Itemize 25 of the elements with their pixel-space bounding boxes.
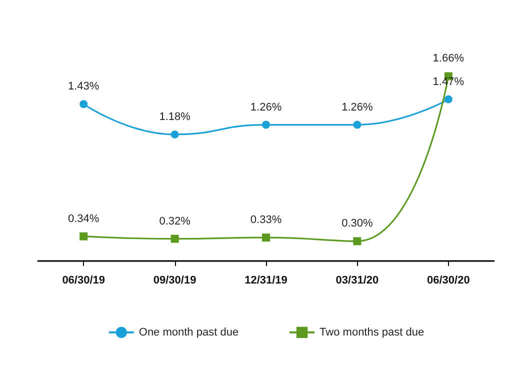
legend-label: One month past due: [138, 326, 239, 338]
x-tick-label: 12/31/19: [244, 274, 288, 286]
data-label: 0.34%: [68, 212, 100, 225]
x-tick-label: 06/30/20: [426, 274, 470, 286]
legend-label: Two months past due: [320, 326, 424, 338]
point: [444, 95, 452, 104]
data-label: 1.43%: [68, 80, 100, 93]
data-label: 1.18%: [159, 110, 191, 123]
data-label: 0.33%: [250, 214, 282, 226]
x-tick-label: 03/31/20: [336, 274, 379, 286]
data-label: 0.32%: [159, 215, 191, 228]
data-label: 0.30%: [342, 218, 374, 230]
point: [353, 120, 362, 129]
x-tick-label: 09/30/19: [153, 274, 196, 286]
point: [353, 237, 362, 246]
data-label: 1.66%: [432, 52, 464, 65]
data-label: 1.26%: [250, 101, 282, 114]
point: [170, 234, 179, 243]
point: [262, 234, 270, 242]
point: [170, 130, 179, 138]
x-tick-label: 06/30/19: [62, 274, 106, 286]
point: [80, 232, 88, 240]
point: [262, 120, 270, 129]
data-label: 1.26%: [342, 101, 374, 114]
point: [80, 100, 88, 108]
